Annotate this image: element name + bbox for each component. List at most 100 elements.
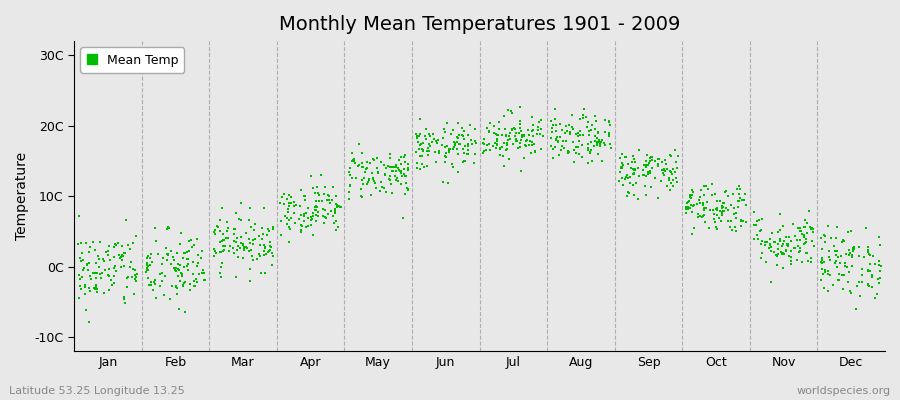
Point xyxy=(783,258,797,264)
Point xyxy=(487,123,501,130)
Point xyxy=(89,286,104,292)
Point xyxy=(130,271,145,277)
Point xyxy=(509,136,524,142)
Point xyxy=(236,255,250,261)
Point xyxy=(101,252,115,258)
Point xyxy=(645,165,660,171)
Point xyxy=(589,125,603,132)
Point xyxy=(679,204,693,210)
Point xyxy=(800,250,814,257)
Point xyxy=(489,131,503,137)
Point xyxy=(305,232,320,238)
Point xyxy=(140,275,155,281)
Point xyxy=(874,263,888,270)
Point xyxy=(252,251,266,258)
Point xyxy=(229,238,243,245)
Point xyxy=(311,192,326,199)
Point xyxy=(413,152,428,159)
Point xyxy=(450,139,464,146)
Point xyxy=(117,262,131,269)
Point xyxy=(176,254,190,261)
Point xyxy=(316,206,330,212)
Point xyxy=(143,254,157,261)
Point xyxy=(309,212,323,219)
Point xyxy=(239,244,254,250)
Point xyxy=(409,131,423,138)
Point xyxy=(128,275,142,282)
Point xyxy=(176,283,190,289)
Point xyxy=(176,273,190,279)
Point xyxy=(797,217,812,223)
Point xyxy=(727,224,742,230)
Point xyxy=(158,291,172,298)
Point xyxy=(324,208,338,214)
Point xyxy=(476,150,491,156)
Point xyxy=(361,179,375,185)
Point xyxy=(349,175,364,182)
Point xyxy=(394,173,409,180)
Point xyxy=(512,130,526,136)
Point xyxy=(727,205,742,211)
Point xyxy=(375,184,390,190)
Point xyxy=(618,154,633,160)
Point xyxy=(109,268,123,274)
Point xyxy=(258,250,273,257)
Point xyxy=(532,118,546,125)
Point xyxy=(698,183,713,190)
Point xyxy=(156,260,170,267)
Point xyxy=(454,132,469,138)
Point xyxy=(287,199,302,206)
Point xyxy=(517,155,531,161)
Point xyxy=(616,182,630,188)
Point xyxy=(345,175,359,182)
Point xyxy=(515,134,529,140)
Point xyxy=(166,254,181,260)
Point xyxy=(670,153,685,159)
Point xyxy=(461,142,475,149)
Point xyxy=(148,225,163,231)
Point xyxy=(92,256,106,262)
Point xyxy=(244,224,258,230)
Point xyxy=(567,147,581,153)
Point xyxy=(510,138,525,145)
Point xyxy=(732,191,746,198)
Point xyxy=(197,270,211,276)
Point xyxy=(680,204,695,210)
Point xyxy=(71,272,86,278)
Point xyxy=(860,249,875,256)
Point xyxy=(219,235,233,241)
Point xyxy=(862,251,877,257)
Point xyxy=(863,252,878,258)
Point xyxy=(806,243,821,249)
Point xyxy=(583,138,598,145)
Point xyxy=(549,128,563,134)
Point xyxy=(144,282,158,288)
Point xyxy=(456,127,471,134)
Point xyxy=(284,194,299,200)
Point xyxy=(708,190,723,197)
Point xyxy=(147,278,161,285)
Point xyxy=(713,208,727,214)
Point xyxy=(213,249,228,255)
Point xyxy=(299,224,313,230)
Point xyxy=(190,236,204,242)
Point xyxy=(488,140,502,146)
Point xyxy=(389,164,403,170)
Point xyxy=(686,189,700,195)
Point xyxy=(311,212,326,219)
Point xyxy=(615,165,629,171)
Point xyxy=(806,228,820,235)
Point xyxy=(182,248,196,254)
Point xyxy=(662,186,677,193)
Point xyxy=(442,149,456,156)
Point xyxy=(455,125,470,131)
Point xyxy=(863,261,878,268)
Point xyxy=(263,239,277,245)
Point xyxy=(832,260,847,266)
Point xyxy=(639,162,653,168)
Point xyxy=(214,264,229,270)
Point xyxy=(846,248,860,254)
Point xyxy=(181,256,195,262)
Point xyxy=(625,159,639,166)
Point xyxy=(758,242,772,248)
